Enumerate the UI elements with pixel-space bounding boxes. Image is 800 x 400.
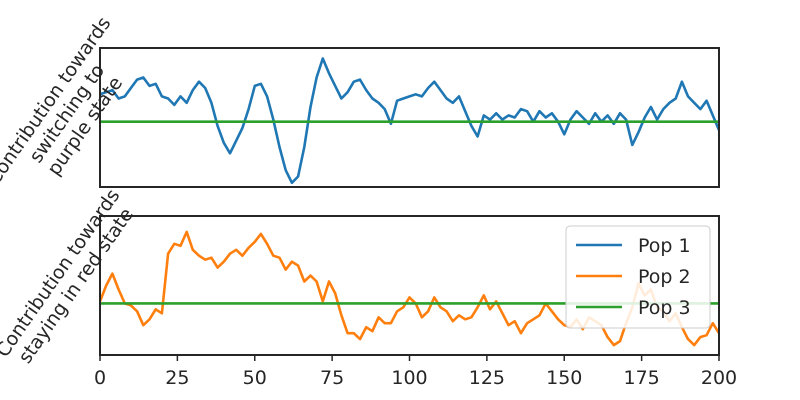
legend-label-pop-1: Pop 1	[638, 235, 691, 257]
legend-label-pop-2: Pop 2	[638, 266, 691, 288]
frame-top	[99, 47, 720, 188]
plot-area-top	[100, 57, 719, 185]
x-tick-label-175: 175	[623, 367, 659, 389]
panel-top: Contribution towards switching to purple…	[0, 13, 720, 189]
legend: Pop 1 Pop 2 Pop 3	[565, 225, 711, 329]
x-tick-label-50: 50	[243, 367, 267, 389]
x-tick-label-150: 150	[546, 367, 582, 389]
x-tick-label-0: 0	[94, 367, 106, 389]
legend-label-pop-3: Pop 3	[638, 297, 691, 319]
ylabel-bottom-line-1: Contribution towards	[0, 185, 124, 361]
x-tick-label-125: 125	[469, 367, 505, 389]
ylabel-top: Contribution towards switching to purple…	[0, 13, 127, 189]
x-tick-label-200: 200	[701, 367, 737, 389]
legend-box	[565, 225, 711, 329]
x-tick-label-25: 25	[165, 367, 189, 389]
x-tick-label-75: 75	[320, 367, 344, 389]
series-pop-1-line	[100, 57, 719, 185]
x-axis: 0 25 50 75 100 125 150 175 200	[94, 355, 737, 389]
series-pop-2-line	[100, 230, 719, 347]
ylabel-bottom: Contribution towards staying in red stat…	[0, 185, 138, 368]
x-tick-label-100: 100	[391, 367, 427, 389]
